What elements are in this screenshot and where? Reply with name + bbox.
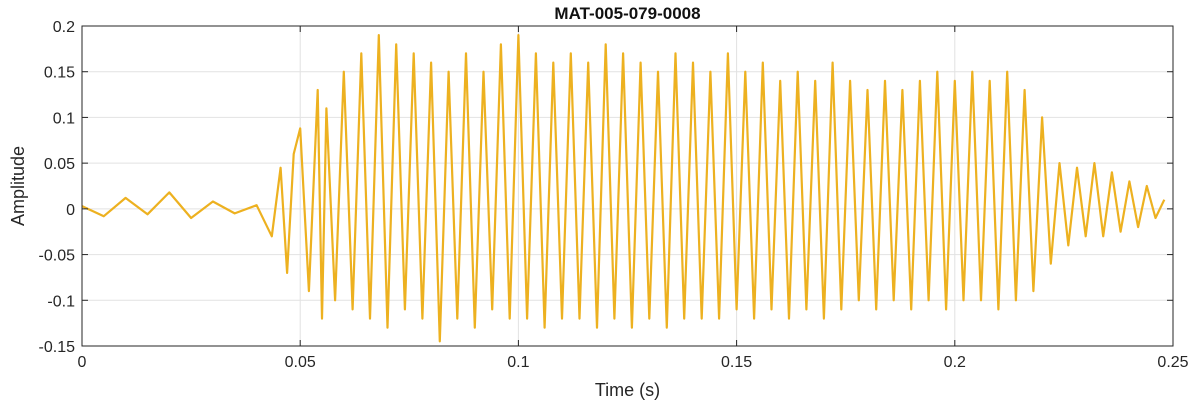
x-tick-label: 0.2: [944, 354, 966, 371]
x-tick-label: 0.25: [1157, 354, 1188, 371]
y-tick-label: 0.15: [44, 65, 75, 82]
y-tick-label: 0.2: [53, 19, 75, 36]
x-tick-label: 0: [78, 354, 87, 371]
y-tick-label: 0: [66, 202, 75, 219]
signal-trace: [81, 33, 1166, 343]
tick-marks: [81, 25, 1174, 347]
axes-box: [81, 25, 1174, 347]
y-tick-label: -0.05: [39, 248, 76, 265]
x-tick-label: 0.1: [507, 354, 529, 371]
y-tick-label: 0.05: [44, 156, 75, 173]
y-tick-label: 0.1: [53, 110, 75, 127]
y-tick-label: -0.15: [39, 339, 76, 356]
tick-labels: 0 0.05 0.1 0.15 0.2 0.25 -0.15 -0.1 -0.05 0 0.05 0.…: [39, 19, 1189, 371]
y-axis-label: Amplitude: [8, 146, 28, 226]
x-axis-label: Time (s): [595, 380, 660, 400]
chart-title: MAT-005-079-0008: [554, 4, 700, 23]
waveform-line: [81, 33, 1166, 343]
x-tick-label: 0.15: [721, 354, 752, 371]
y-tick-label: -0.1: [47, 293, 75, 310]
x-tick-label: 0.05: [285, 354, 316, 371]
